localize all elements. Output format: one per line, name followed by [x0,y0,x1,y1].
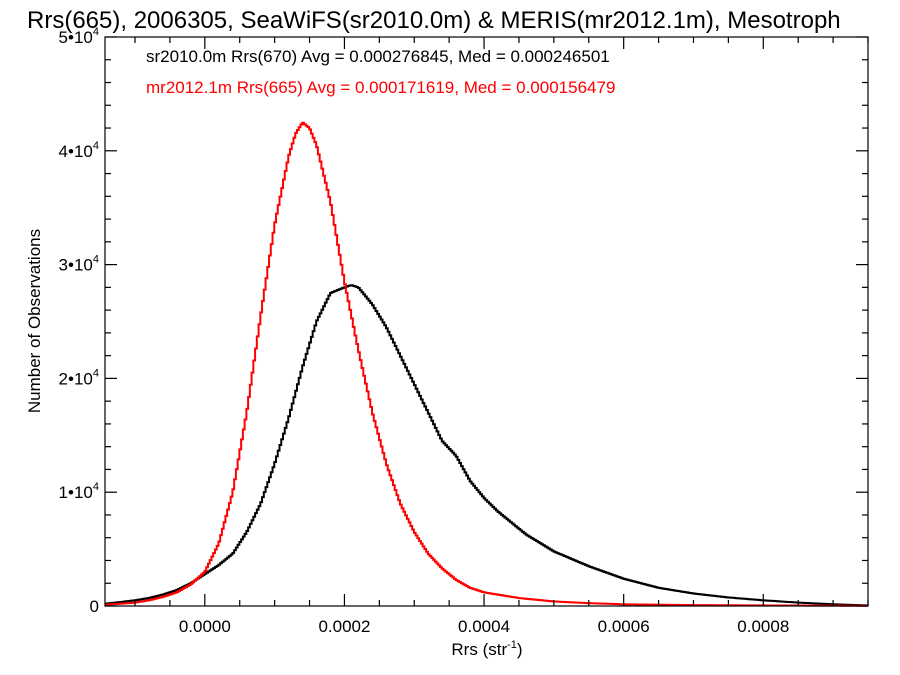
legend-entry-sr2010: sr2010.0m Rrs(670) Avg = 0.000276845, Me… [146,47,610,66]
y-axis-label: Number of Observations [25,229,44,413]
x-tick-label: 0.0008 [737,617,789,636]
x-axis-label-sup: -1 [507,639,517,651]
x-axis-ticks: 0.0000 0.0002 0.0004 0.0006 0.0008 [134,37,869,636]
y-tick-label: 5•104 [59,26,99,47]
plot-frame [104,36,869,607]
legend-entry-mr2012: mr2012.1m Rrs(665) Avg = 0.000171619, Me… [146,78,615,97]
y-tick-label: 3•104 [59,254,99,275]
x-tick-label: 0.0004 [458,617,510,636]
y-axis-ticks: 0 1•104 2•104 3•104 4•104 5•104 [59,26,868,616]
series-line-sr2010 [105,284,869,607]
series-line-mr2012 [105,121,868,607]
x-tick-label: 0.0002 [318,617,370,636]
y-tick-label: 2•104 [59,367,99,388]
legend: sr2010.0m Rrs(670) Avg = 0.000276845, Me… [146,47,615,97]
chart-title: Rrs(665), 2006305, SeaWiFS(sr2010.0m) & … [27,7,841,34]
x-axis-label-main: Rrs (str [451,640,507,659]
series-layer [105,121,869,607]
x-axis-label-end: ) [517,640,523,659]
x-tick-label: 0.0006 [598,617,650,636]
y-tick-label: 4•104 [59,140,99,161]
y-tick-label: 0 [90,597,99,616]
x-tick-label: 0.0000 [179,617,231,636]
y-tick-label: 1•104 [59,481,99,502]
x-axis-label: Rrs (str-1) [451,639,522,659]
